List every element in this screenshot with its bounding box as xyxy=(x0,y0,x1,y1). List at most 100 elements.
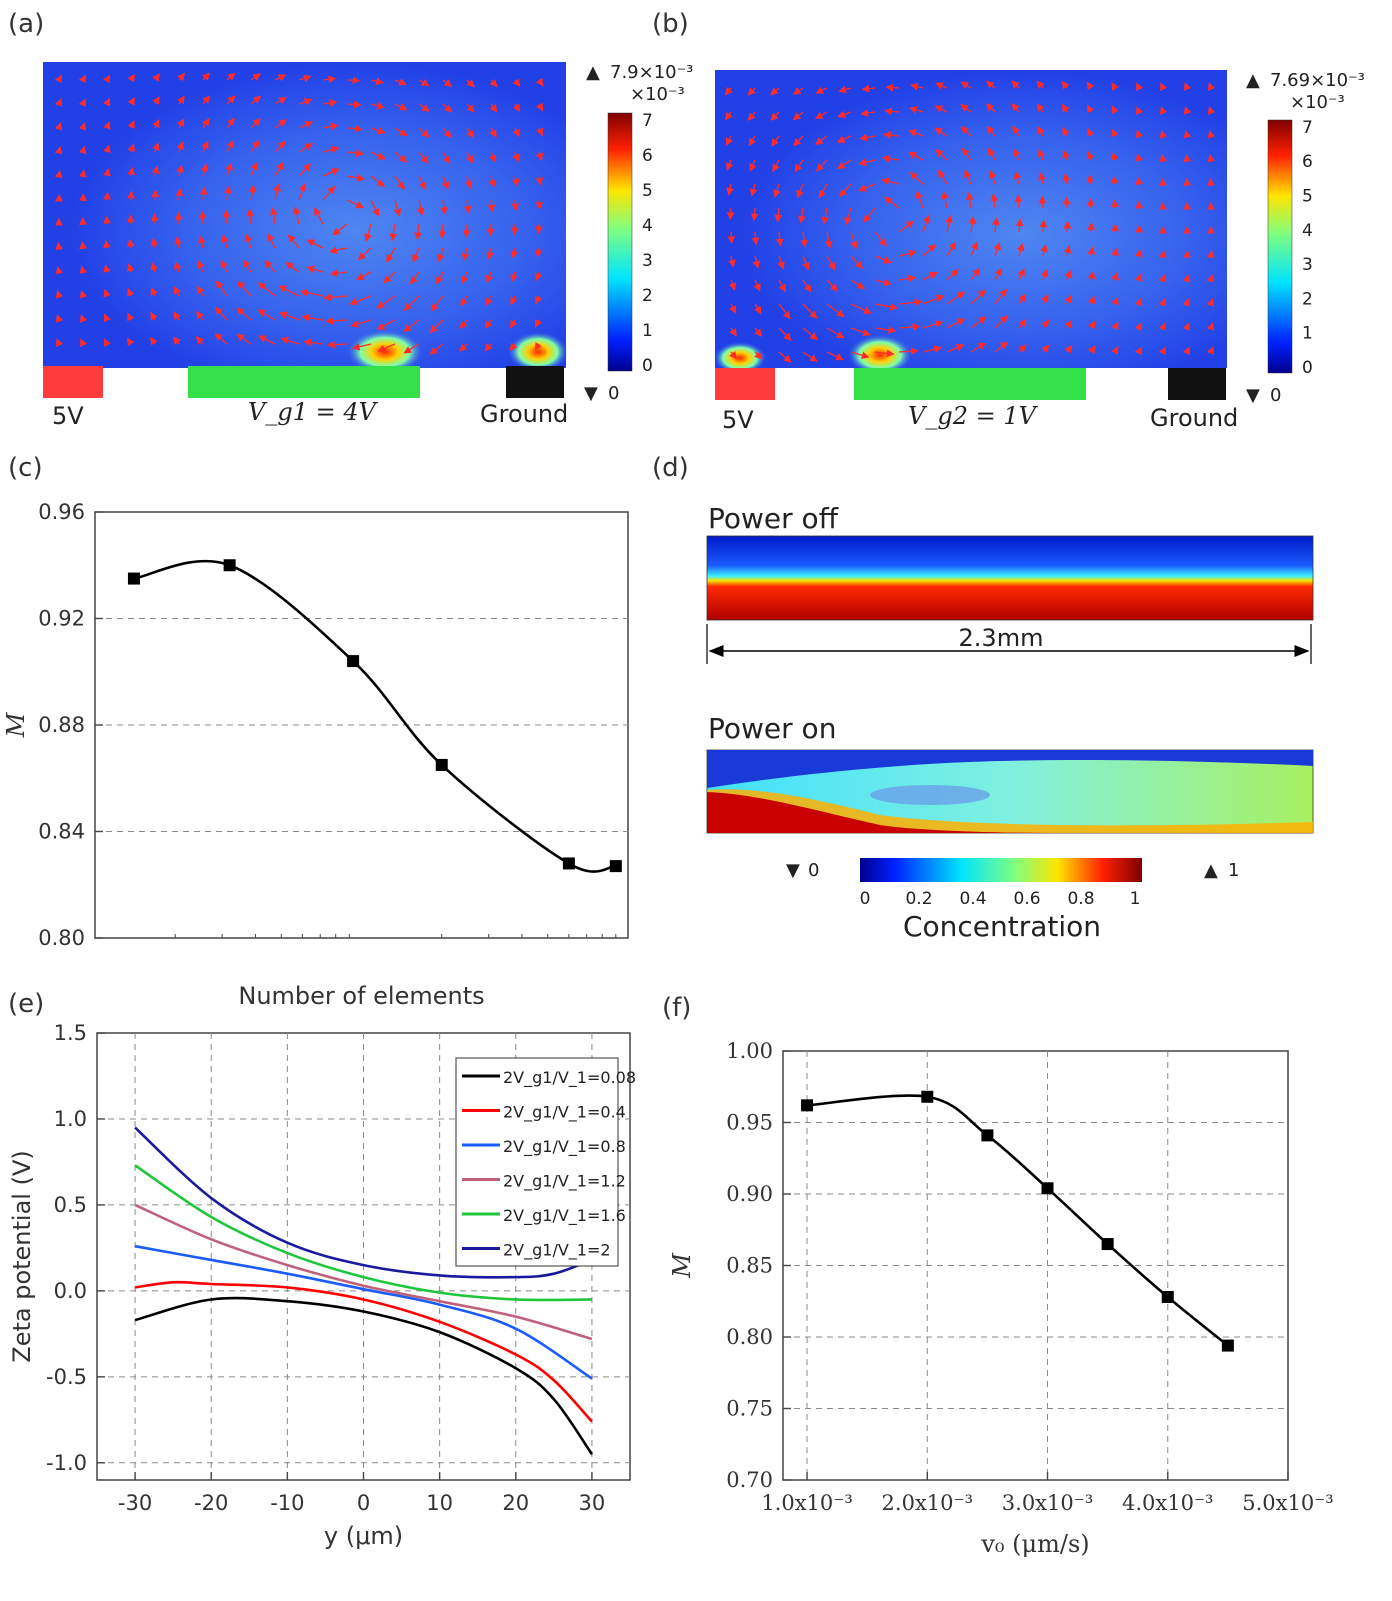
data-point xyxy=(128,573,140,585)
panel-label-b: (b) xyxy=(652,9,689,39)
y-tick-label: 0.80 xyxy=(38,926,85,950)
data-point xyxy=(921,1091,933,1103)
panel-label-a: (a) xyxy=(8,9,44,39)
colorbar-tick-label: 7 xyxy=(1302,118,1313,138)
flow-arrow xyxy=(1163,251,1164,256)
concentration-tick-label: 0.2 xyxy=(905,889,932,909)
velocity-field-b xyxy=(715,70,1227,368)
unit-label-b: ×10⁻³ xyxy=(1290,92,1345,113)
flow-arrow xyxy=(1186,179,1187,184)
x-tick-label: 1.0x10⁻³ xyxy=(761,1491,852,1515)
flow-arrow xyxy=(1138,178,1139,184)
flow-arrow xyxy=(731,232,732,243)
panel-c: (c) 0.800.840.880.920.9610⁴10⁵10⁶Number … xyxy=(0,453,628,1010)
y-tick-label: 0.75 xyxy=(726,1397,773,1421)
colorbar-a xyxy=(608,113,632,371)
legend-label: 2V_g1/V_1=1.2 xyxy=(503,1172,626,1192)
flow-arrow xyxy=(466,224,467,237)
x-tick-label: 20 xyxy=(502,1491,529,1515)
min-marker-a: ▼ xyxy=(584,383,598,404)
panel-label-e: (e) xyxy=(8,989,44,1019)
min-marker-b: ▼ xyxy=(1246,385,1260,406)
panel-label-c: (c) xyxy=(8,453,43,483)
power-off-title: Power off xyxy=(708,502,839,535)
flow-arrow xyxy=(1042,197,1043,208)
flow-arrow xyxy=(515,200,516,210)
colorbar-tick-label: 4 xyxy=(642,216,653,236)
data-point xyxy=(1042,1182,1054,1194)
data-point xyxy=(1102,1238,1114,1250)
data-point xyxy=(347,655,359,667)
concentration-tick-label: 0 xyxy=(860,889,871,909)
flow-arrow xyxy=(1187,251,1188,256)
colorbar-tick-label: 1 xyxy=(642,321,653,341)
flow-arrow xyxy=(82,242,83,248)
series-line xyxy=(807,1096,1228,1346)
data-point xyxy=(981,1129,993,1141)
colorbar-tick-label: 5 xyxy=(1302,186,1313,206)
y-tick-label: 1.5 xyxy=(54,1021,87,1045)
d-max-label: 1 xyxy=(1228,860,1239,881)
colorbar-tick-label: 6 xyxy=(1302,152,1313,172)
flow-arrow xyxy=(1067,222,1068,232)
y-tick-label: 0.92 xyxy=(38,607,85,631)
electrode-label-gate-b: V_g2 = 1V xyxy=(908,402,1039,430)
colorbar-tick-label: 2 xyxy=(1302,289,1313,309)
flow-arrow xyxy=(178,213,179,224)
y-axis-label: Zeta potential (V) xyxy=(8,1150,36,1362)
panel-label-d: (d) xyxy=(652,453,689,483)
d-min-label: 0 xyxy=(808,860,819,881)
flow-arrow xyxy=(1210,179,1211,184)
y-tick-label: 1.0 xyxy=(54,1107,87,1131)
flow-arrow xyxy=(347,80,359,81)
flow-arrow xyxy=(131,192,132,200)
min-label-b: 0 xyxy=(1270,385,1281,406)
y-axis-label: M xyxy=(668,1252,696,1279)
panel-b: (b) 5V V_g2 = 1V Ground ▲ 7.69×10⁻³ ×10⁻… xyxy=(652,9,1365,434)
colorbar-tick-label: 2 xyxy=(642,286,653,306)
y-tick-label: 1.00 xyxy=(726,1039,773,1063)
colorbar-tick-label: 1 xyxy=(1302,324,1313,344)
max-marker-b: ▲ xyxy=(1246,70,1260,91)
concentration-tick-label: 0.6 xyxy=(1013,889,1040,909)
data-point xyxy=(1162,1291,1174,1303)
x-tick-label: 0 xyxy=(357,1491,370,1515)
x-tick-label: 2.0x10⁻³ xyxy=(882,1491,973,1515)
electrode-5v-b xyxy=(715,368,775,400)
flow-arrow xyxy=(1210,155,1211,160)
flow-arrow xyxy=(1162,179,1163,184)
flow-arrow xyxy=(514,224,515,234)
x-tick-label: -10 xyxy=(270,1491,304,1515)
y-tick-label: 0.95 xyxy=(726,1111,773,1135)
x-axis-label: y (μm) xyxy=(324,1522,403,1550)
electrode-label-ground-a: Ground xyxy=(480,400,568,428)
y-tick-label: -1.0 xyxy=(46,1451,87,1475)
data-point xyxy=(610,860,622,872)
colorbar-tick-label: 3 xyxy=(1302,255,1313,275)
flow-arrow xyxy=(490,224,491,235)
x-tick-label: -20 xyxy=(194,1491,228,1515)
power-on-map xyxy=(707,750,1313,833)
flow-arrow xyxy=(539,200,540,209)
x-tick-label: 5.0x10⁻³ xyxy=(1242,1491,1333,1515)
legend-label: 2V_g1/V_1=0.08 xyxy=(503,1068,636,1088)
y-tick-label: 0.0 xyxy=(54,1279,87,1303)
y-tick-label: 0.5 xyxy=(54,1193,87,1217)
legend-label: 2V_g1/V_1=2 xyxy=(503,1241,611,1261)
concentration-colorbar xyxy=(860,858,1142,882)
max-label-a: 7.9×10⁻³ xyxy=(610,62,693,83)
velocity-field-a xyxy=(43,62,566,368)
colorbar-tick-label: 0 xyxy=(1302,358,1313,378)
y-tick-label: -0.5 xyxy=(46,1365,87,1389)
flow-arrow xyxy=(59,171,60,176)
electrode-label-gate-a: V_g1 = 4V xyxy=(248,398,379,426)
electrode-label-5v-b: 5V xyxy=(722,406,754,434)
unit-label-a: ×10⁻³ xyxy=(630,84,685,105)
legend-box xyxy=(456,1058,618,1266)
y-tick-label: 0.70 xyxy=(726,1468,773,1492)
